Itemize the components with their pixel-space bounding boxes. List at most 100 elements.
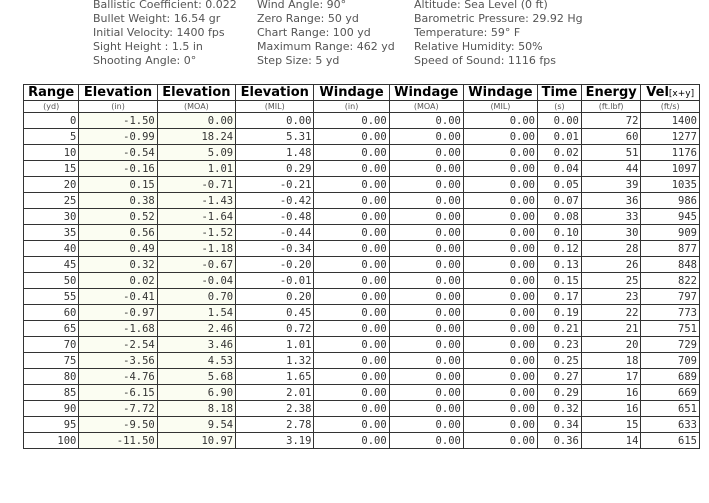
table-body: 0 -1.50 0.00 0.00 0.00 0.00 0.00 0.00 72 1400 5 -0.… (22, 112, 700, 449)
cell-elevation-mil: 1.32 (235, 352, 315, 369)
cell-time: 0.27 (537, 368, 582, 385)
cell-windage-in: 0.00 (313, 304, 390, 321)
temperature: Temperature: 59° F (414, 26, 521, 39)
cell-time: 0.08 (537, 208, 582, 225)
cell-windage-in: 0.00 (313, 160, 390, 177)
cell-windage-in: 0.00 (313, 112, 390, 129)
cell-energy: 28 (580, 240, 642, 257)
cell-time: 0.15 (537, 272, 582, 289)
cell-energy: 25 (580, 272, 642, 289)
maximum-range: Maximum Range: 462 yd (257, 40, 395, 53)
cell-windage-in: 0.00 (313, 368, 390, 385)
cell-elevation-mil: -0.48 (235, 208, 315, 225)
cell-time: 0.29 (537, 384, 582, 401)
cell-energy: 30 (580, 224, 642, 241)
cell-elevation-in: 0.52 (78, 208, 158, 225)
cell-windage-in: 0.00 (313, 400, 390, 417)
range-parameters: Wind Angle: 90° Zero Range: 50 yd Chart … (257, 0, 395, 68)
cell-range: 50 (22, 272, 80, 289)
barometric-pressure: Barometric Pressure: 29.92 Hg (414, 12, 583, 25)
atmosphere-parameters: Altitude: Sea Level (0 ft) Barometric Pr… (414, 0, 583, 68)
cell-windage-in: 0.00 (313, 224, 390, 241)
sight-height: Sight Height : 1.5 in (93, 40, 203, 53)
cell-energy: 15 (580, 416, 642, 433)
cell-elevation-moa: 6.90 (156, 384, 237, 401)
cell-windage-in: 0.00 (313, 208, 390, 225)
wind-angle: Wind Angle: 90° (257, 0, 347, 11)
cell-velocity: 689 (640, 368, 700, 385)
cell-range: 70 (22, 336, 80, 353)
cell-elevation-in: -9.50 (78, 416, 158, 433)
table-row: 40 0.49 -1.18 -0.34 0.00 0.00 0.00 0.12 28 877 (22, 240, 700, 257)
cell-elevation-mil: -0.20 (235, 256, 315, 273)
cell-elevation-in: -1.50 (78, 112, 158, 129)
cell-windage-moa: 0.00 (388, 400, 464, 417)
table-row: 50 0.02 -0.04 -0.01 0.00 0.00 0.00 0.15 25 822 (22, 272, 700, 289)
header-elevation-moa: Elevation (156, 84, 237, 101)
header-velocity-subscript: [x+y] (668, 89, 695, 99)
cell-elevation-mil: 1.65 (235, 368, 315, 385)
table-row: 0 -1.50 0.00 0.00 0.00 0.00 0.00 0.00 72 1400 (22, 112, 700, 129)
cell-velocity: 1097 (640, 160, 700, 177)
cell-windage-moa: 0.00 (388, 320, 464, 337)
cell-velocity: 822 (640, 272, 700, 289)
header-velocity-label: Vel (646, 85, 669, 100)
cell-windage-in: 0.00 (313, 240, 390, 257)
cell-windage-moa: 0.00 (388, 224, 464, 241)
header-windage-mil: Windage (462, 84, 539, 101)
cell-energy: 18 (580, 352, 642, 369)
cell-windage-mil: 0.00 (462, 224, 539, 241)
cell-time: 0.07 (537, 192, 582, 209)
cell-range: 20 (22, 176, 80, 193)
cell-energy: 33 (580, 208, 642, 225)
cell-range: 45 (22, 256, 80, 273)
cell-velocity: 651 (640, 400, 700, 417)
cell-time: 0.01 (537, 128, 582, 145)
cell-elevation-mil: 0.00 (235, 112, 315, 129)
cell-elevation-mil: 0.29 (235, 160, 315, 177)
table-row: 70 -2.54 3.46 1.01 0.00 0.00 0.00 0.23 20 729 (22, 336, 700, 353)
header-time: Time (537, 84, 582, 101)
cell-energy: 16 (580, 384, 642, 401)
table-row: 35 0.56 -1.52 -0.44 0.00 0.00 0.00 0.10 30 909 (22, 224, 700, 241)
cell-velocity: 669 (640, 384, 700, 401)
cell-range: 15 (22, 160, 80, 177)
ballistics-parameters: Ballistic Coefficient: 0.022 Bullet Weig… (0, 0, 709, 72)
table-row: 15 -0.16 1.01 0.29 0.00 0.00 0.00 0.04 44 1097 (22, 160, 700, 177)
cell-windage-mil: 0.00 (462, 336, 539, 353)
cell-windage-moa: 0.00 (388, 352, 464, 369)
table-row: 20 0.15 -0.71 -0.21 0.00 0.00 0.00 0.05 39 1035 (22, 176, 700, 193)
cell-elevation-in: -6.15 (78, 384, 158, 401)
unit-windage-mil: (MIL) (462, 100, 539, 113)
cell-time: 0.25 (537, 352, 582, 369)
unit-elevation-in: (in) (78, 100, 158, 113)
cell-time: 0.04 (537, 160, 582, 177)
cell-elevation-mil: 5.31 (235, 128, 315, 145)
cell-range: 80 (22, 368, 80, 385)
cell-velocity: 773 (640, 304, 700, 321)
cell-velocity: 1035 (640, 176, 700, 193)
cell-elevation-mil: 2.78 (235, 416, 315, 433)
header-elevation-mil: Elevation (235, 84, 315, 101)
cell-elevation-in: -0.97 (78, 304, 158, 321)
cell-elevation-moa: 5.09 (156, 144, 237, 161)
cell-elevation-mil: 1.01 (235, 336, 315, 353)
relative-humidity: Relative Humidity: 50% (414, 40, 543, 53)
units-row: (yd) (in) (MOA) (MIL) (in) (MOA) (MIL) (… (22, 100, 700, 113)
cell-windage-mil: 0.00 (462, 384, 539, 401)
cell-windage-in: 0.00 (313, 288, 390, 305)
chart-range: Chart Range: 100 yd (257, 26, 371, 39)
cell-velocity: 909 (640, 224, 700, 241)
cell-windage-in: 0.00 (313, 352, 390, 369)
cell-windage-in: 0.00 (313, 336, 390, 353)
cell-elevation-in: -7.72 (78, 400, 158, 417)
bullet-weight: Bullet Weight: 16.54 gr (93, 12, 221, 25)
cell-elevation-in: -0.41 (78, 288, 158, 305)
cell-elevation-mil: 2.38 (235, 400, 315, 417)
cell-elevation-moa: 10.97 (156, 432, 237, 449)
cell-elevation-mil: -0.21 (235, 176, 315, 193)
cell-windage-mil: 0.00 (462, 176, 539, 193)
cell-windage-moa: 0.00 (388, 192, 464, 209)
cell-elevation-moa: -0.71 (156, 176, 237, 193)
cell-windage-mil: 0.00 (462, 240, 539, 257)
